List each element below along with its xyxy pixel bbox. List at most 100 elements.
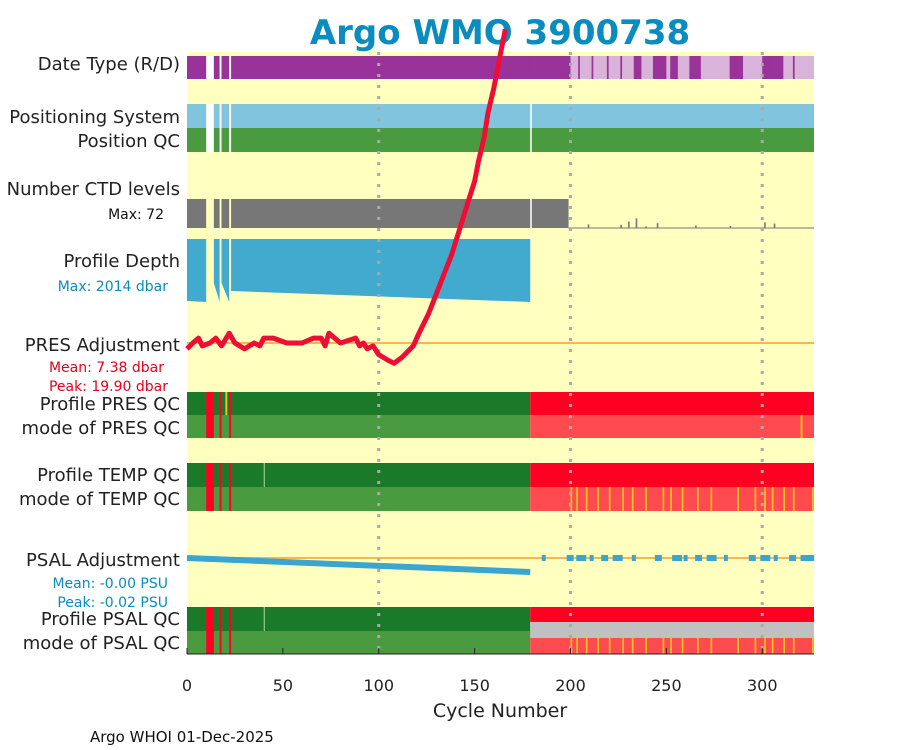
psal-late-marker-4 xyxy=(601,555,609,561)
date-type-dark-stripe-5 xyxy=(620,56,623,79)
temp-mode-gold-16 xyxy=(771,487,774,511)
psal-qc-gap-1 xyxy=(219,607,222,654)
ctd-gap-0 xyxy=(206,199,214,228)
psal-mode-gold-6 xyxy=(631,638,634,654)
date-type-dark-stripe-1 xyxy=(528,56,531,79)
temp-mode-gold-7 xyxy=(645,487,647,511)
plot-background xyxy=(187,52,814,654)
temp-qc-good xyxy=(187,463,531,487)
date-type-dark-stripe-0 xyxy=(499,56,502,79)
profile-depth-area xyxy=(187,239,531,302)
psal-late-marker-1 xyxy=(566,555,574,561)
label-depth-max: Max: 2014 dbar xyxy=(58,279,169,295)
temp-mode-gold-4 xyxy=(608,487,611,511)
ctd-spike-1 xyxy=(620,224,622,228)
psal-qc-bad xyxy=(530,607,814,622)
position-qc-gap-1 xyxy=(219,128,222,152)
psal-late-marker-10 xyxy=(695,555,703,561)
label-profile-depth: Profile Depth xyxy=(63,251,180,272)
adjustment-curves xyxy=(185,28,815,575)
positioning-gap-1 xyxy=(219,104,222,128)
temp-qc-bad xyxy=(530,463,814,487)
psal-qc-good xyxy=(187,607,531,631)
temp-mode-gold-0 xyxy=(570,487,573,511)
temp-mode-gold-12 xyxy=(710,487,713,511)
psal-late-marker-2 xyxy=(576,555,587,561)
temp-qc-light-mark xyxy=(263,463,265,487)
psal-late-marker-17 xyxy=(800,555,811,561)
temp-mode-gold-1 xyxy=(576,487,578,511)
ctd-spike-7 xyxy=(729,225,732,228)
ctd-gap-1 xyxy=(219,199,222,228)
psal-mode-gold-17 xyxy=(783,638,786,654)
ctd-spike-9 xyxy=(773,223,776,228)
date-type-recent-1 xyxy=(641,56,653,79)
ctd-spike-5 xyxy=(656,223,659,228)
position-qc-gap-2 xyxy=(229,128,232,152)
temp-mode-gold-18 xyxy=(792,487,795,511)
ctd-levels-bar xyxy=(187,199,569,228)
psal-qc-gap-2 xyxy=(229,607,232,654)
psal-qc-grey xyxy=(530,622,814,638)
date-type-dark-stripe-6 xyxy=(635,56,638,79)
temp-mode-gold-8 xyxy=(662,487,665,511)
label-psal-peak: Peak: -0.02 PSU xyxy=(57,595,168,611)
label-profile-psal-qc: Profile PSAL QC xyxy=(41,609,180,630)
date-type-recent-4 xyxy=(700,56,730,79)
ctd-spike-4 xyxy=(645,226,647,228)
psal-mode-gold-3 xyxy=(597,638,600,654)
psal-late-marker-9 xyxy=(683,555,688,561)
psal-qc-light-mark xyxy=(263,607,265,631)
label-mode-temp-qc: mode of TEMP QC xyxy=(19,489,180,510)
ctd-spike-6 xyxy=(695,225,697,228)
date-type-dark-stripe-4 xyxy=(606,56,609,79)
data-end-marker xyxy=(530,104,532,152)
temp-mode-gold-3 xyxy=(597,487,600,511)
date-type-recent-0 xyxy=(570,56,634,79)
psal-late-marker-7 xyxy=(654,555,662,561)
pres-adjustment-curve xyxy=(185,28,508,366)
ctd-spike-0 xyxy=(587,224,590,228)
ctd-spike-2 xyxy=(628,221,630,228)
date-type-dark-stripe-8 xyxy=(691,56,694,79)
ctd-spike-8 xyxy=(764,222,766,228)
position-qc-band xyxy=(187,128,814,152)
temp-mode-gold-9 xyxy=(670,487,672,511)
temp-mode-gold-19 xyxy=(812,487,814,511)
date-type-gap-2 xyxy=(229,56,232,79)
label-profile-temp-qc: Profile TEMP QC xyxy=(37,465,180,486)
status-strips xyxy=(187,56,814,654)
psal-mode-gold-4 xyxy=(608,638,611,654)
date-type-gap-0 xyxy=(206,56,214,79)
psal-mode-gold-2 xyxy=(585,638,588,654)
pres-qc-gap-1 xyxy=(219,392,222,438)
pres-qc-gap-0 xyxy=(206,392,214,438)
psal-late-marker-3 xyxy=(589,555,594,561)
label-pres-peak: Peak: 19.90 dbar xyxy=(49,379,168,395)
psal-late-marker-14 xyxy=(760,555,771,561)
positioning-gap-0 xyxy=(206,104,214,128)
label-pres-mean: Mean: 7.38 dbar xyxy=(49,360,164,376)
temp-mode-gold-2 xyxy=(585,487,588,511)
label-profile-pres-qc: Profile PRES QC xyxy=(40,394,180,415)
footer-credit: Argo WHOI 01-Dec-2025 xyxy=(90,728,274,746)
date-type-recent-6 xyxy=(783,56,814,79)
psal-mode-gold-1 xyxy=(576,638,578,654)
label-date-type: Date Type (R/D) xyxy=(38,54,180,75)
psal-mode-gold-18 xyxy=(792,638,795,654)
psal-qc-gap-0 xyxy=(206,607,214,654)
psal-late-marker-18 xyxy=(810,555,815,561)
psal-late-marker-13 xyxy=(748,555,756,561)
date-type-recent-5 xyxy=(743,56,763,79)
psal-mode-gold-19 xyxy=(812,638,814,654)
temp-mode-gold-10 xyxy=(681,487,684,511)
vertical-gridlines xyxy=(377,52,764,654)
date-type-recent-2 xyxy=(666,56,671,79)
psal-mode-gold-9 xyxy=(670,638,672,654)
date-type-dark-stripe-10 xyxy=(769,56,772,79)
psal-mode-gold-8 xyxy=(662,638,665,654)
positioning-band xyxy=(187,104,814,128)
pres-mode-good xyxy=(187,415,531,438)
pres-qc-gold-mark xyxy=(225,392,228,415)
